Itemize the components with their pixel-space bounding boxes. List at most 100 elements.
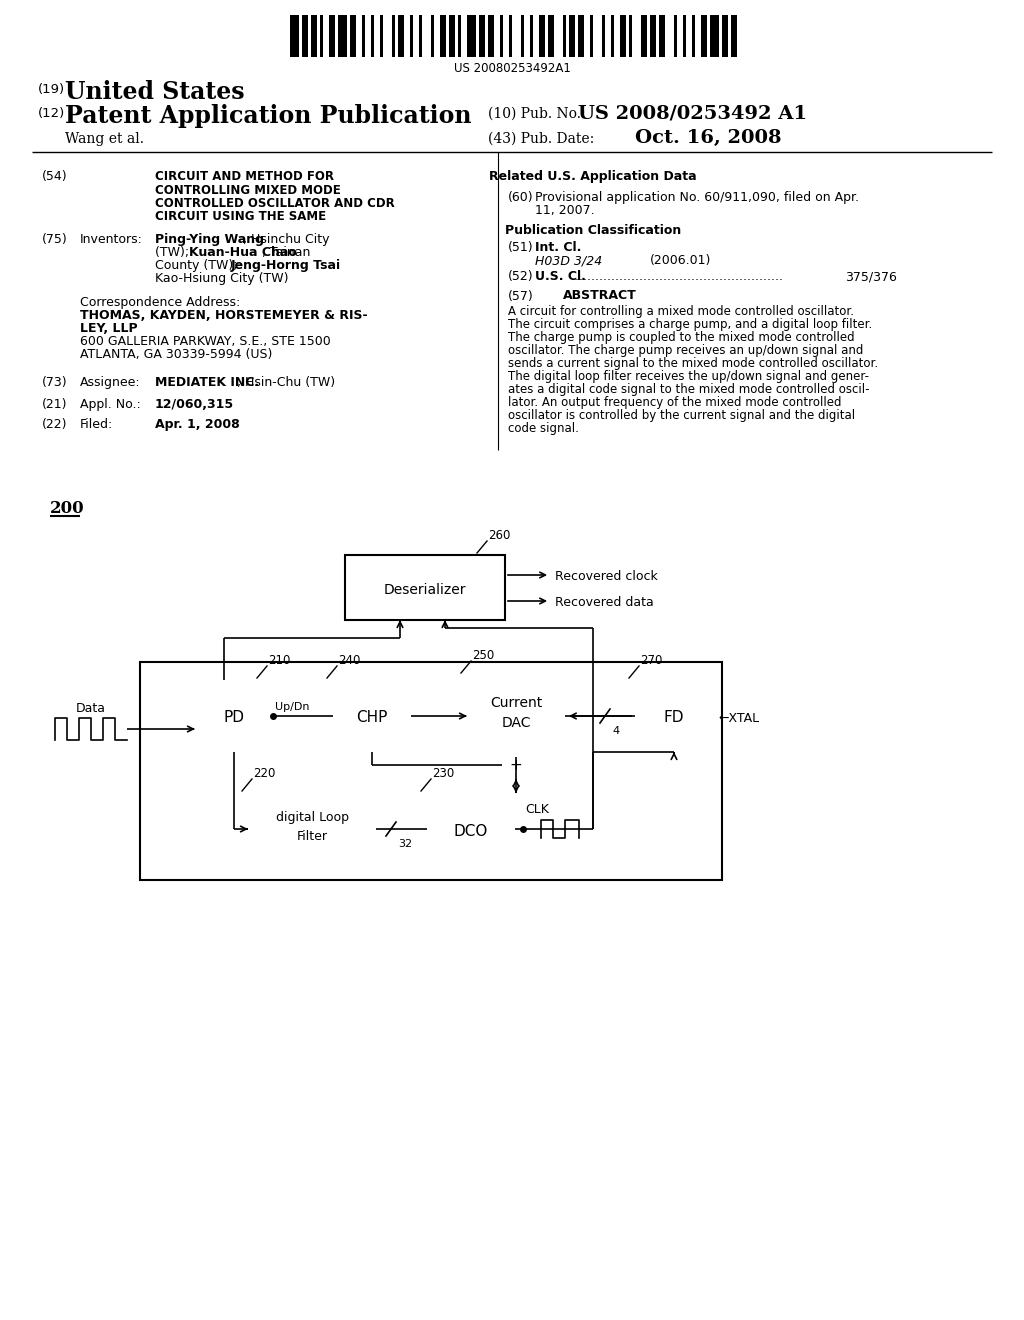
- Text: code signal.: code signal.: [508, 422, 579, 436]
- Bar: [410, 15, 413, 57]
- Text: 270: 270: [640, 653, 663, 667]
- Text: (75): (75): [42, 234, 68, 246]
- Bar: [380, 15, 383, 57]
- Bar: [362, 15, 365, 57]
- Bar: [620, 15, 626, 57]
- Text: Patent Application Publication: Patent Application Publication: [65, 104, 471, 128]
- Text: Kuan-Hua Chao: Kuan-Hua Chao: [189, 246, 297, 259]
- Text: Filter: Filter: [297, 830, 328, 843]
- Text: 11, 2007.: 11, 2007.: [535, 205, 595, 216]
- Text: ates a digital code signal to the mixed mode controlled oscil-: ates a digital code signal to the mixed …: [508, 383, 869, 396]
- Text: Oct. 16, 2008: Oct. 16, 2008: [635, 129, 781, 147]
- Text: (73): (73): [42, 376, 68, 389]
- Text: DCO: DCO: [454, 824, 488, 838]
- Text: Jeng-Horng Tsai: Jeng-Horng Tsai: [231, 259, 341, 272]
- Text: 4: 4: [612, 726, 620, 737]
- Bar: [302, 15, 308, 57]
- Text: (TW);: (TW);: [155, 246, 194, 259]
- Text: US 20080253492A1: US 20080253492A1: [454, 62, 570, 75]
- Text: ATLANTA, GA 30339-5994 (US): ATLANTA, GA 30339-5994 (US): [80, 348, 272, 360]
- Text: (54): (54): [42, 170, 68, 183]
- Bar: [635, 680, 713, 752]
- Text: ABSTRACT: ABSTRACT: [563, 289, 637, 302]
- Bar: [500, 15, 503, 57]
- Bar: [449, 15, 455, 57]
- Text: 375/376: 375/376: [845, 271, 897, 282]
- Text: digital Loop: digital Loop: [275, 810, 348, 824]
- Text: sends a current signal to the mixed mode controlled oscillator.: sends a current signal to the mixed mode…: [508, 356, 879, 370]
- Text: .....................................................: ........................................…: [572, 271, 784, 282]
- Bar: [458, 15, 461, 57]
- Bar: [427, 793, 515, 865]
- Text: CONTROLLED OSCILLATOR AND CDR: CONTROLLED OSCILLATOR AND CDR: [155, 197, 394, 210]
- Bar: [479, 15, 485, 57]
- Bar: [248, 793, 376, 865]
- Bar: [311, 15, 317, 57]
- Text: PD: PD: [223, 710, 245, 726]
- Bar: [650, 15, 656, 57]
- Bar: [319, 15, 323, 57]
- Bar: [611, 15, 614, 57]
- Bar: [440, 15, 446, 57]
- Bar: [333, 680, 411, 752]
- Text: DAC: DAC: [502, 715, 530, 730]
- Text: FD: FD: [664, 710, 684, 726]
- Bar: [419, 15, 422, 57]
- Bar: [659, 15, 665, 57]
- Text: (10) Pub. No.:: (10) Pub. No.:: [488, 107, 586, 121]
- Text: 220: 220: [253, 767, 275, 780]
- Text: Publication Classification: Publication Classification: [505, 224, 681, 238]
- Text: (2006.01): (2006.01): [650, 253, 712, 267]
- Text: Data: Data: [76, 702, 106, 715]
- Text: CONTROLLING MIXED MODE: CONTROLLING MIXED MODE: [155, 183, 341, 197]
- Bar: [641, 15, 647, 57]
- Text: CLK: CLK: [525, 803, 549, 816]
- Text: 260: 260: [488, 529, 510, 543]
- Bar: [731, 15, 737, 57]
- Text: Assignee:: Assignee:: [80, 376, 140, 389]
- Text: ←XTAL: ←XTAL: [718, 711, 759, 725]
- Bar: [392, 15, 395, 57]
- Text: 210: 210: [268, 653, 291, 667]
- Text: , Tainan: , Tainan: [262, 246, 310, 259]
- Text: County (TW);: County (TW);: [155, 259, 242, 272]
- Text: (21): (21): [42, 399, 68, 411]
- Bar: [195, 680, 273, 752]
- Text: 12/060,315: 12/060,315: [155, 399, 234, 411]
- Text: (19): (19): [38, 83, 66, 96]
- Text: The circuit comprises a charge pump, and a digital loop filter.: The circuit comprises a charge pump, and…: [508, 318, 872, 331]
- Text: U.S. Cl.: U.S. Cl.: [535, 271, 590, 282]
- Bar: [548, 15, 554, 57]
- Bar: [431, 15, 434, 57]
- Text: Int. Cl.: Int. Cl.: [535, 242, 582, 253]
- Text: Deserializer: Deserializer: [384, 582, 466, 597]
- Text: +: +: [510, 759, 522, 774]
- Text: (52): (52): [508, 271, 534, 282]
- Bar: [467, 675, 565, 756]
- Bar: [467, 15, 476, 57]
- Text: 600 GALLERIA PARKWAY, S.E., STE 1500: 600 GALLERIA PARKWAY, S.E., STE 1500: [80, 335, 331, 348]
- Bar: [602, 15, 605, 57]
- Text: Wang et al.: Wang et al.: [65, 132, 144, 147]
- Text: LEY, LLP: LEY, LLP: [80, 322, 137, 335]
- Bar: [338, 15, 347, 57]
- Text: oscillator is controlled by the current signal and the digital: oscillator is controlled by the current …: [508, 409, 855, 422]
- Bar: [674, 15, 677, 57]
- Text: 32: 32: [398, 840, 412, 849]
- Bar: [692, 15, 695, 57]
- Bar: [701, 15, 707, 57]
- Bar: [590, 15, 593, 57]
- Bar: [710, 15, 719, 57]
- Text: United States: United States: [65, 81, 245, 104]
- Bar: [521, 15, 524, 57]
- Bar: [539, 15, 545, 57]
- Text: 200: 200: [50, 500, 85, 517]
- Bar: [488, 15, 494, 57]
- Text: H03D 3/24: H03D 3/24: [535, 253, 602, 267]
- Text: oscillator. The charge pump receives an up/down signal and: oscillator. The charge pump receives an …: [508, 345, 863, 356]
- Text: Current: Current: [489, 696, 542, 710]
- Text: The charge pump is coupled to the mixed mode controlled: The charge pump is coupled to the mixed …: [508, 331, 855, 345]
- Text: CHP: CHP: [356, 710, 388, 726]
- Text: lator. An output frequency of the mixed mode controlled: lator. An output frequency of the mixed …: [508, 396, 842, 409]
- Text: Appl. No.:: Appl. No.:: [80, 399, 140, 411]
